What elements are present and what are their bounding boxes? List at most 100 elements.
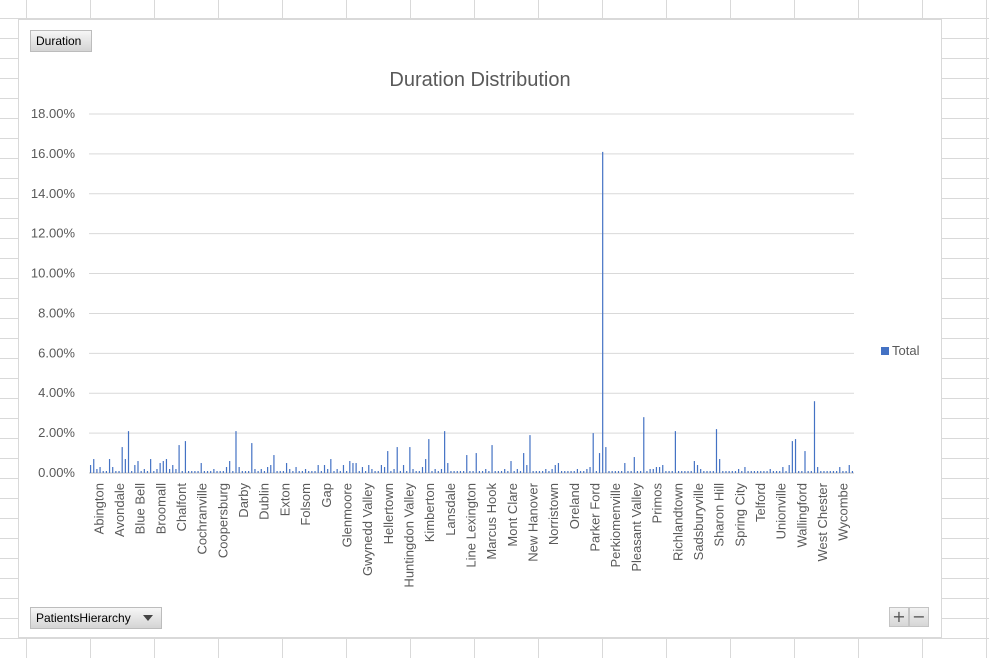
x-tick-label: Pleasant Valley — [629, 483, 644, 572]
bar — [583, 471, 585, 473]
x-tick-label: Wycombe — [836, 483, 851, 541]
bar — [690, 471, 692, 473]
bar — [251, 443, 253, 473]
bar — [731, 471, 733, 473]
bar — [630, 471, 632, 473]
bar — [150, 459, 152, 473]
legend: Total — [881, 343, 920, 358]
bar — [801, 471, 803, 473]
bar — [712, 471, 714, 473]
bar — [570, 471, 572, 473]
bar — [197, 471, 199, 473]
bar — [703, 471, 705, 473]
chart-svg: Duration Distribution 0.00% 2.00% 4.00% 6.0… — [31, 69, 920, 588]
bar — [206, 471, 209, 473]
bar — [169, 469, 171, 473]
bar — [526, 465, 528, 473]
bar — [153, 471, 155, 473]
bar — [434, 469, 436, 473]
bar — [636, 471, 639, 473]
bar — [285, 463, 288, 473]
bar — [579, 471, 582, 473]
duration-field-button[interactable]: Duration — [30, 30, 92, 52]
bar — [700, 469, 702, 473]
bar — [238, 467, 240, 473]
collapse-button[interactable]: − — [909, 607, 929, 627]
bar — [323, 465, 326, 473]
bar — [368, 465, 370, 473]
x-tick-label: Primos — [650, 483, 665, 524]
x-tick-label: West Chester — [815, 482, 830, 561]
patients-hierarchy-field-button[interactable]: PatientsHierarchy — [30, 607, 162, 629]
bar — [330, 459, 332, 473]
bar — [308, 471, 310, 473]
bar — [210, 471, 212, 473]
bar — [747, 471, 749, 473]
bar — [469, 471, 471, 473]
bar — [538, 471, 541, 473]
bar — [99, 467, 101, 473]
bar — [532, 471, 534, 473]
bar — [320, 471, 322, 473]
bar — [614, 471, 616, 473]
bar — [244, 471, 247, 473]
x-tick-label: Richlandtown — [670, 483, 685, 561]
bar — [611, 471, 613, 473]
bar — [229, 461, 231, 473]
bar — [472, 471, 474, 473]
bar — [608, 471, 610, 473]
bar — [715, 429, 718, 473]
bar — [769, 469, 771, 473]
bar — [772, 471, 774, 473]
y-tick-label: 2.00% — [38, 425, 75, 440]
bar — [358, 471, 360, 473]
bar — [766, 471, 768, 473]
bar — [658, 467, 661, 473]
bar — [794, 439, 797, 473]
x-tick-label: Folsom — [298, 483, 313, 526]
bar — [336, 469, 338, 473]
bar — [706, 471, 708, 473]
bar — [510, 461, 512, 473]
bar — [602, 151, 604, 473]
bar — [848, 465, 850, 473]
bar — [289, 469, 291, 473]
bar — [165, 459, 168, 473]
x-axis-ticks: Abington Avondale Blue Bell Broomall Chalfon… — [91, 482, 850, 587]
bar — [497, 471, 499, 473]
bar — [415, 471, 417, 473]
bar — [175, 469, 177, 473]
bar — [437, 471, 439, 473]
expand-button[interactable]: + — [889, 607, 909, 627]
x-tick-label: Darby — [236, 483, 251, 518]
bar — [93, 459, 95, 473]
bar — [371, 469, 373, 473]
bar — [333, 471, 335, 473]
bar — [668, 471, 670, 473]
bar — [744, 467, 746, 473]
bar — [655, 467, 658, 473]
bar — [564, 471, 566, 473]
bar — [842, 471, 844, 473]
bar — [267, 467, 269, 473]
bar — [554, 465, 556, 473]
bar — [374, 471, 376, 473]
bar — [573, 471, 575, 473]
bar — [314, 471, 316, 473]
bar — [719, 459, 721, 473]
bar — [621, 471, 623, 473]
bar — [586, 469, 588, 473]
bar — [734, 471, 737, 473]
bar — [425, 459, 427, 473]
bar — [390, 471, 392, 473]
bar — [162, 461, 164, 473]
bar — [557, 463, 560, 473]
y-axis-ticks: 0.00% 2.00% 4.00% 6.00% 8.00% 10.00% 12.00% 14.… — [31, 106, 76, 480]
bar — [383, 467, 386, 473]
x-tick-label: Blue Bell — [133, 483, 148, 534]
bar — [782, 467, 784, 473]
bar — [377, 471, 379, 473]
chart-area[interactable]: Duration Distribution 0.00% 2.00% 4.00% 6.0… — [18, 19, 942, 638]
bar — [178, 445, 180, 473]
bar — [146, 471, 149, 473]
